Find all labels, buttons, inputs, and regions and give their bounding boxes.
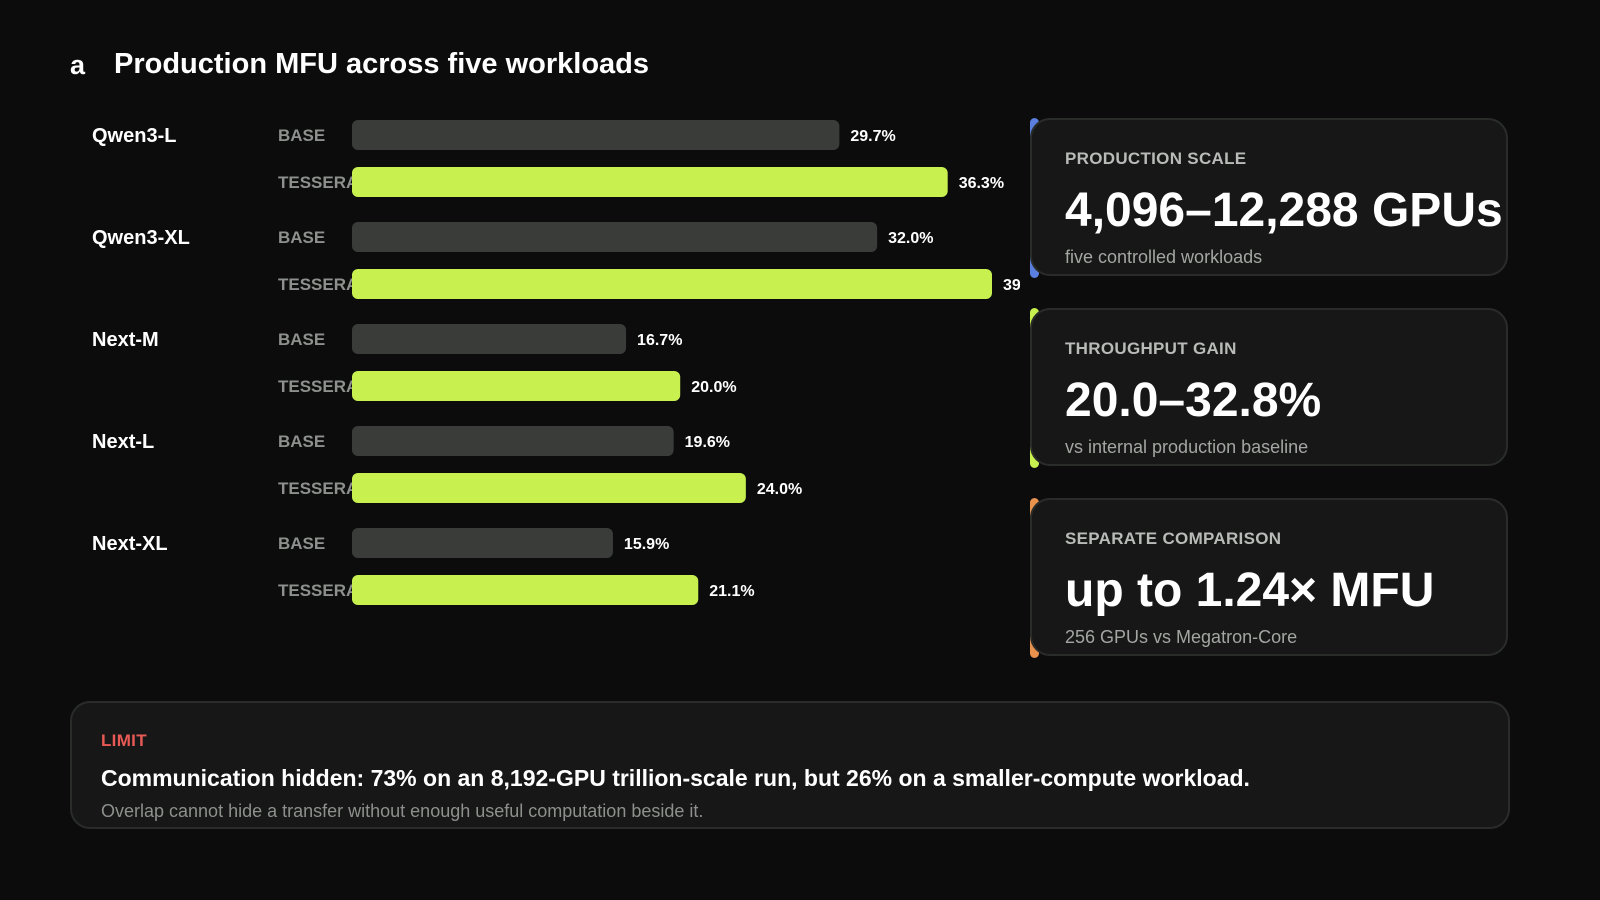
card-value: 4,096–12,288 GPUs — [1065, 184, 1503, 237]
data-label: 20.0% — [691, 379, 736, 396]
data-label: 16.7% — [637, 332, 682, 349]
mfu-bar-chart: Qwen3-L BASE 29.7% TESSERA 36.3% Qwen3-XL BASE… — [92, 120, 1020, 605]
card-label: PRODUCTION SCALE — [1065, 149, 1247, 168]
category-label: Next-M — [92, 329, 159, 351]
base-bar — [352, 426, 674, 456]
category-label: Qwen3-L — [92, 125, 176, 147]
series-label: TESSERA — [278, 173, 358, 192]
limit-headline: Communication hidden: 73% on an 8,192-GP… — [101, 765, 1250, 791]
base-bar — [352, 222, 878, 252]
base-bar — [352, 120, 840, 150]
chart-title: Production MFU across five workloads — [114, 48, 649, 80]
series-label: TESSERA — [278, 377, 358, 396]
series-label: TESSERA — [278, 479, 358, 498]
tessera-bar — [352, 269, 992, 299]
series-label: BASE — [278, 534, 325, 553]
tessera-bar — [352, 371, 681, 401]
category-label: Next-XL — [92, 533, 168, 555]
card-value: up to 1.24× MFU — [1065, 564, 1435, 617]
limit-detail: Overlap cannot hide a transfer without e… — [101, 801, 704, 821]
limit-label: LIMIT — [101, 731, 147, 750]
series-label: BASE — [278, 228, 325, 247]
card-value: 20.0–32.8% — [1065, 374, 1322, 427]
data-label: 36.3% — [959, 175, 1004, 192]
card-label: THROUGHPUT GAIN — [1065, 339, 1237, 358]
series-label: TESSERA — [278, 581, 358, 600]
card-subtitle: five controlled workloads — [1065, 247, 1263, 267]
data-label: 24.0% — [757, 481, 802, 498]
data-label: 39.0% — [1003, 277, 1020, 294]
base-bar — [352, 528, 613, 558]
tessera-bar — [352, 575, 699, 605]
panel-letter: a — [70, 50, 86, 80]
tessera-bar — [352, 473, 746, 503]
data-label: 15.9% — [624, 536, 669, 553]
data-label: 19.6% — [685, 434, 730, 451]
production-scale-card: PRODUCTION SCALE 4,096–12,288 GPUs five … — [1030, 118, 1508, 276]
card-subtitle: 256 GPUs vs Megatron-Core — [1065, 627, 1298, 647]
card-subtitle: vs internal production baseline — [1065, 437, 1309, 457]
series-label: BASE — [278, 432, 325, 451]
separate-comparison-card: SEPARATE COMPARISON up to 1.24× MFU 256 … — [1030, 498, 1508, 656]
data-label: 21.1% — [709, 583, 754, 600]
tessera-bar — [352, 167, 948, 197]
category-label: Qwen3-XL — [92, 227, 190, 249]
limit-callout: LIMIT Communication hidden: 73% on an 8,… — [70, 701, 1510, 829]
data-label: 32.0% — [888, 230, 933, 247]
category-label: Next-L — [92, 431, 154, 453]
base-bar — [352, 324, 627, 354]
series-label: BASE — [278, 126, 325, 145]
throughput-gain-card: THROUGHPUT GAIN 20.0–32.8% vs internal p… — [1030, 308, 1508, 466]
data-label: 29.7% — [850, 128, 895, 145]
series-label: BASE — [278, 330, 325, 349]
series-label: TESSERA — [278, 275, 358, 294]
card-label: SEPARATE COMPARISON — [1065, 529, 1282, 548]
